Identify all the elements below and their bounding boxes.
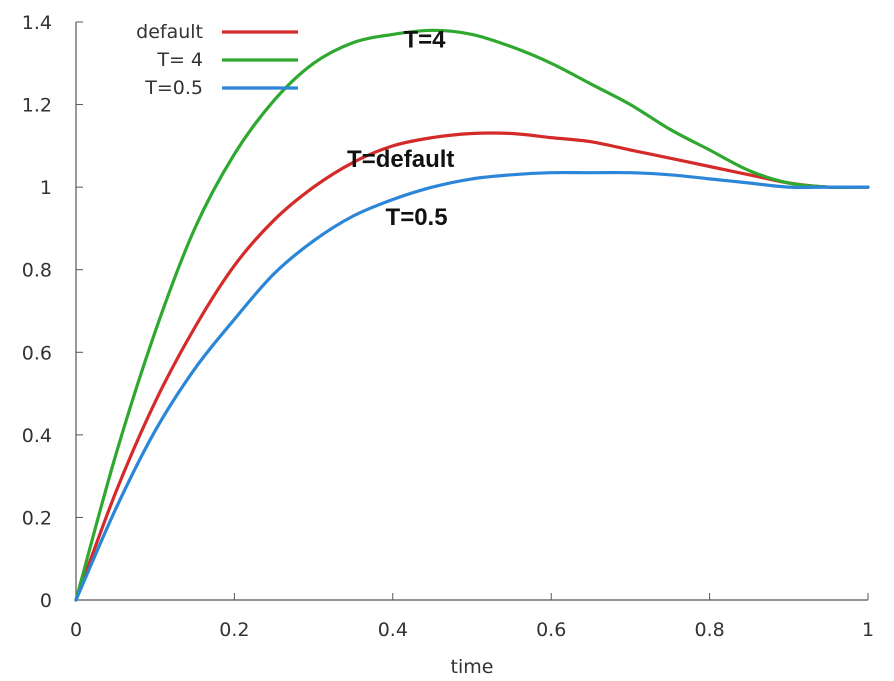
curve-annotation: T=0.5: [386, 204, 448, 231]
y-tick-label: 1.2: [22, 95, 52, 117]
x-tick-label: 0.4: [378, 619, 408, 641]
y-tick-label: 1: [40, 177, 52, 199]
series-line-0: [74, 131, 870, 602]
x-axis-title: time: [451, 656, 494, 678]
y-tick-label: 0.2: [22, 507, 52, 529]
y-tick-label: 1.4: [22, 12, 52, 34]
y-tick-label: 0.6: [22, 342, 52, 364]
y-tick-label: 0.4: [22, 425, 52, 447]
series-line-1: [74, 28, 870, 602]
axes: [75, 22, 868, 601]
x-tick-label: 1: [862, 619, 874, 641]
annotations: T=4 T=default T=0.5: [347, 27, 454, 232]
series-lines: [74, 28, 870, 602]
legend: default T= 4 T=0.5: [136, 21, 298, 99]
curve-annotation: T=4: [403, 27, 446, 54]
legend-label: default: [136, 21, 203, 43]
series-line-2: [74, 170, 870, 602]
x-tick-label: 0.2: [219, 619, 249, 641]
y-tick-label: 0: [40, 590, 52, 612]
curve-annotation: T=default: [347, 146, 454, 173]
legend-label: T=0.5: [144, 77, 203, 99]
x-tick-label: 0: [70, 619, 82, 641]
y-tick-label: 0.8: [22, 260, 52, 282]
legend-label: T= 4: [156, 49, 203, 71]
x-tick-label: 0.8: [694, 619, 724, 641]
ticks: 0 0.2 0.4 0.6 0.8 1 0 0.2 0.4 0.6 0.8 1 1.2 1.4: [22, 12, 874, 641]
x-tick-label: 0.6: [536, 619, 566, 641]
